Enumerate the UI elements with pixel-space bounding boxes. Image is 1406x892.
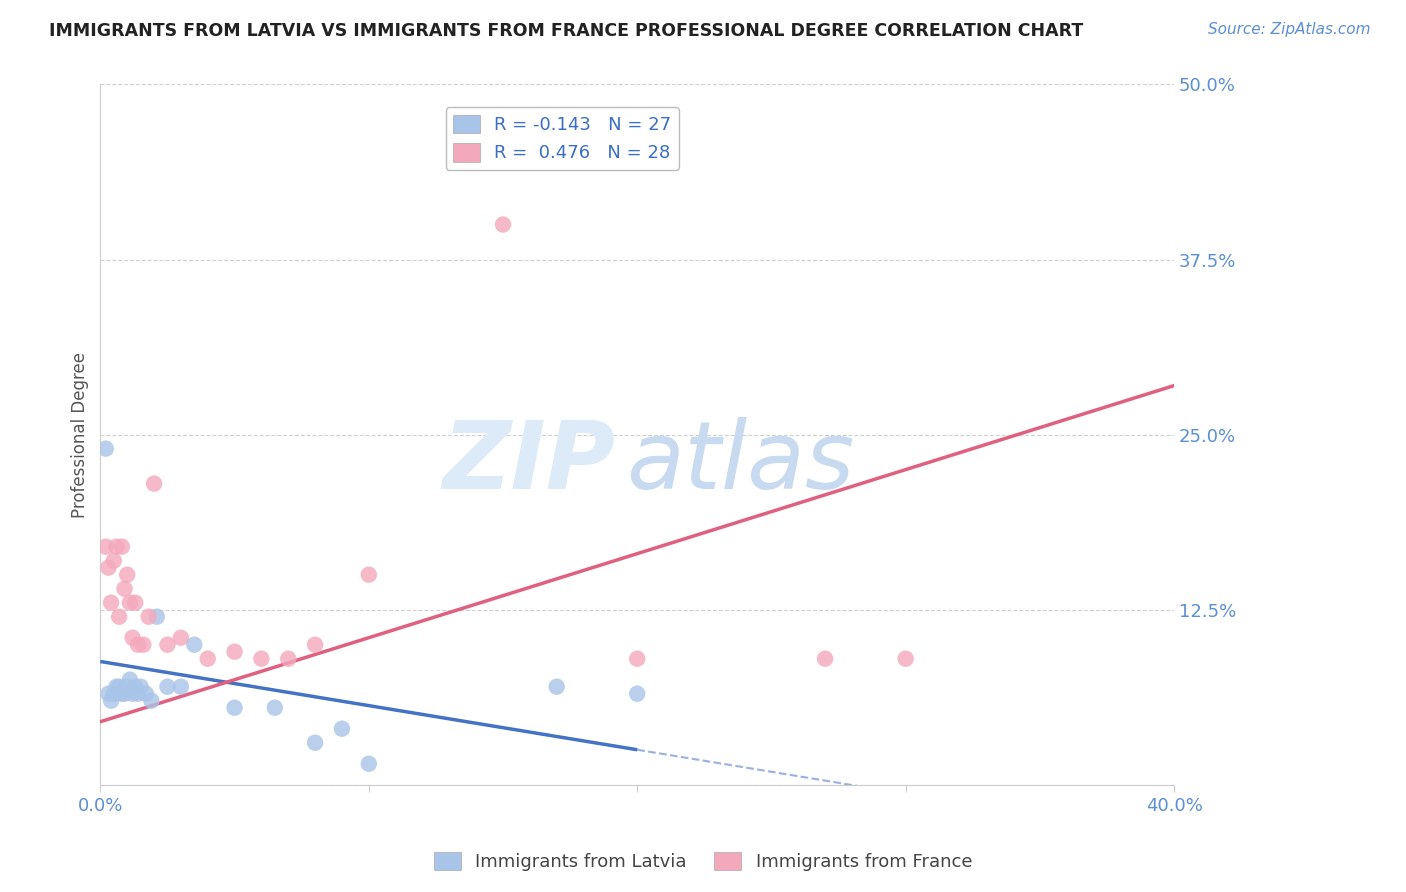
Point xyxy=(263,700,285,714)
Point xyxy=(115,680,138,694)
Y-axis label: Professional Degree: Professional Degree xyxy=(72,351,89,517)
Text: IMMIGRANTS FROM LATVIA VS IMMIGRANTS FROM FRANCE PROFESSIONAL DEGREE CORRELATION: IMMIGRANTS FROM LATVIA VS IMMIGRANTS FRO… xyxy=(49,22,1084,40)
Point xyxy=(357,756,380,771)
Point xyxy=(141,694,163,708)
Point xyxy=(97,687,120,701)
Point xyxy=(100,694,122,708)
Point xyxy=(304,638,326,652)
Point xyxy=(118,673,141,687)
Text: Source: ZipAtlas.com: Source: ZipAtlas.com xyxy=(1208,22,1371,37)
Point xyxy=(114,687,136,701)
Legend: Immigrants from Latvia, Immigrants from France: Immigrants from Latvia, Immigrants from … xyxy=(426,845,980,879)
Point xyxy=(105,540,128,554)
Point xyxy=(103,554,125,568)
Point xyxy=(127,638,149,652)
Legend: R = -0.143   N = 27, R =  0.476   N = 28: R = -0.143 N = 27, R = 0.476 N = 28 xyxy=(446,107,679,169)
Point xyxy=(118,596,141,610)
Text: ZIP: ZIP xyxy=(443,417,616,508)
Point xyxy=(111,540,134,554)
Point xyxy=(197,651,219,665)
Point xyxy=(492,218,515,232)
Point xyxy=(156,638,179,652)
Point xyxy=(304,736,326,750)
Point xyxy=(277,651,299,665)
Point xyxy=(108,680,131,694)
Point xyxy=(115,567,138,582)
Point xyxy=(170,631,193,645)
Point xyxy=(103,687,125,701)
Point xyxy=(94,540,117,554)
Point xyxy=(121,631,143,645)
Point xyxy=(129,680,152,694)
Point xyxy=(127,687,149,701)
Point xyxy=(108,609,131,624)
Point xyxy=(135,687,157,701)
Point xyxy=(626,687,648,701)
Point xyxy=(224,700,246,714)
Point xyxy=(250,651,273,665)
Text: atlas: atlas xyxy=(627,417,855,508)
Point xyxy=(814,651,837,665)
Point xyxy=(97,560,120,574)
Point xyxy=(111,687,134,701)
Point xyxy=(138,609,160,624)
Point xyxy=(156,680,179,694)
Point xyxy=(330,722,353,736)
Point xyxy=(143,476,166,491)
Point xyxy=(357,567,380,582)
Point xyxy=(132,638,155,652)
Point xyxy=(100,596,122,610)
Point xyxy=(183,638,205,652)
Point xyxy=(124,596,146,610)
Point xyxy=(105,680,128,694)
Point xyxy=(626,651,648,665)
Point xyxy=(121,687,143,701)
Point xyxy=(124,680,146,694)
Point xyxy=(94,442,117,456)
Point xyxy=(170,680,193,694)
Point xyxy=(224,645,246,659)
Point xyxy=(114,582,136,596)
Point xyxy=(894,651,917,665)
Point xyxy=(145,609,167,624)
Point xyxy=(546,680,568,694)
